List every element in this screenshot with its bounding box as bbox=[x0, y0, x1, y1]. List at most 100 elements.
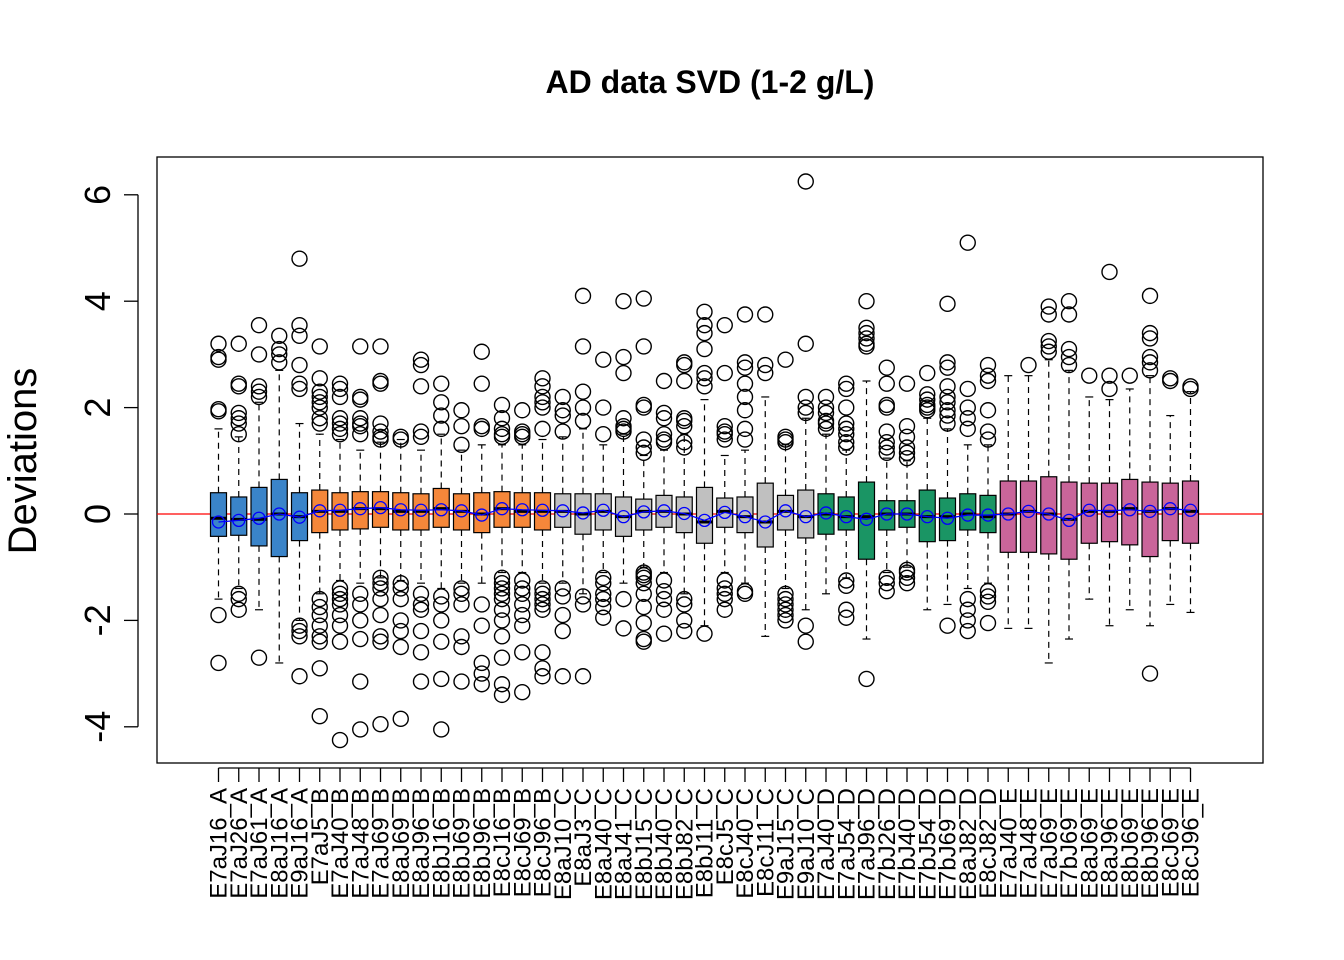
x-tick-label: E8aJ96_E bbox=[1097, 788, 1124, 899]
mean-point bbox=[1042, 507, 1056, 521]
outlier-point bbox=[433, 670, 450, 688]
outlier-point bbox=[534, 590, 551, 608]
outlier-point bbox=[757, 356, 774, 374]
outlier-point bbox=[939, 354, 956, 371]
outlier-point bbox=[716, 590, 733, 608]
outlier-point bbox=[959, 410, 976, 427]
mean-point bbox=[677, 506, 691, 521]
outlier-point bbox=[453, 436, 470, 454]
box-E7bJ69_D bbox=[938, 497, 957, 542]
outlier-point bbox=[331, 415, 349, 432]
outlier-point bbox=[392, 431, 409, 448]
outlier-point bbox=[655, 433, 673, 451]
outlier-point bbox=[939, 407, 956, 424]
outlier-point bbox=[230, 410, 247, 427]
outlier-point bbox=[635, 444, 652, 462]
outlier-point bbox=[696, 370, 713, 387]
outlier-point bbox=[858, 330, 875, 347]
outlier-point bbox=[838, 572, 855, 589]
outlier-point bbox=[271, 354, 288, 371]
outlier-point bbox=[615, 620, 632, 637]
outlier-point bbox=[736, 402, 754, 419]
outlier-point bbox=[676, 372, 693, 390]
outlier-point bbox=[473, 596, 490, 613]
mean-point bbox=[495, 502, 509, 516]
x-tick-label: E8bJ69_B bbox=[449, 788, 476, 899]
x-tick-label: E8aJ40_C bbox=[590, 788, 617, 900]
outlier-point bbox=[898, 569, 916, 587]
x-tick-label: E7bJ54_D bbox=[914, 788, 941, 900]
mean-point bbox=[292, 510, 307, 524]
outlier-point bbox=[534, 580, 551, 597]
outlier-point bbox=[250, 649, 268, 666]
outlier-point bbox=[1040, 332, 1057, 350]
x-tick-label: E8bJ96_E bbox=[1137, 788, 1164, 899]
outlier-point bbox=[635, 574, 652, 592]
outlier-point bbox=[939, 388, 956, 406]
outlier-point bbox=[635, 569, 652, 587]
outlier-point bbox=[959, 612, 976, 629]
y-tick-label: -2 bbox=[77, 604, 118, 636]
outlier-point bbox=[493, 396, 511, 414]
outlier-point bbox=[554, 423, 571, 440]
outlier-point bbox=[311, 370, 328, 387]
outlier-point bbox=[1060, 293, 1078, 310]
x-tick-label: E7aJ40_D bbox=[813, 788, 840, 900]
outlier-point bbox=[655, 590, 673, 608]
mean-point bbox=[434, 503, 448, 517]
outlier-point bbox=[676, 433, 693, 451]
outlier-point bbox=[554, 668, 571, 685]
x-tick-label: E8aJ82_D bbox=[955, 788, 982, 900]
outlier-point bbox=[250, 388, 268, 406]
outlier-point bbox=[352, 338, 369, 355]
outlier-point bbox=[615, 348, 632, 366]
outlier-point bbox=[514, 585, 531, 602]
outlier-point bbox=[392, 574, 409, 592]
outlier-point bbox=[493, 420, 511, 438]
outlier-point bbox=[939, 415, 956, 432]
outlier-point bbox=[433, 407, 450, 424]
outlier-point bbox=[1101, 367, 1118, 384]
box-E8aJ16_A bbox=[270, 478, 288, 558]
outlier-point bbox=[959, 622, 976, 640]
mean-point bbox=[616, 510, 631, 524]
outlier-point bbox=[291, 380, 308, 398]
box-E8bJ11_C bbox=[695, 486, 714, 544]
outlier-point bbox=[372, 569, 389, 587]
mean-point bbox=[1062, 513, 1076, 528]
outlier-point bbox=[797, 388, 814, 406]
mean-point bbox=[1021, 504, 1036, 518]
outlier-point bbox=[878, 569, 895, 587]
outlier-point bbox=[716, 601, 733, 618]
outlier-point bbox=[331, 585, 349, 602]
outlier-point bbox=[291, 356, 308, 374]
outlier-point bbox=[635, 585, 652, 602]
mean-point bbox=[313, 504, 327, 518]
outlier-point bbox=[655, 410, 673, 427]
outlier-point bbox=[838, 433, 855, 451]
y-axis-label: Deviations bbox=[1, 368, 45, 555]
mean-point bbox=[819, 506, 833, 520]
outlier-point bbox=[311, 660, 328, 677]
x-tick-label: E7aJ69_E bbox=[1036, 788, 1063, 899]
outlier-point bbox=[311, 707, 328, 725]
outlier-point bbox=[331, 633, 349, 650]
outlier-point bbox=[736, 354, 754, 371]
outlier-point bbox=[493, 574, 511, 592]
outlier-point bbox=[352, 673, 369, 690]
y-tick-label: 0 bbox=[77, 504, 118, 524]
outlier-point bbox=[898, 428, 916, 446]
outlier-point bbox=[635, 439, 652, 456]
outlier-point bbox=[615, 364, 632, 382]
outlier-point bbox=[453, 638, 470, 656]
outlier-point bbox=[493, 628, 511, 645]
outlier-point bbox=[514, 644, 531, 661]
outlier-point bbox=[1121, 367, 1138, 384]
outlier-point bbox=[939, 295, 956, 313]
outlier-point bbox=[736, 431, 754, 448]
outlier-point bbox=[230, 404, 247, 422]
outlier-point bbox=[797, 617, 814, 634]
outlier-point bbox=[939, 394, 956, 411]
outlier-point bbox=[331, 731, 349, 749]
